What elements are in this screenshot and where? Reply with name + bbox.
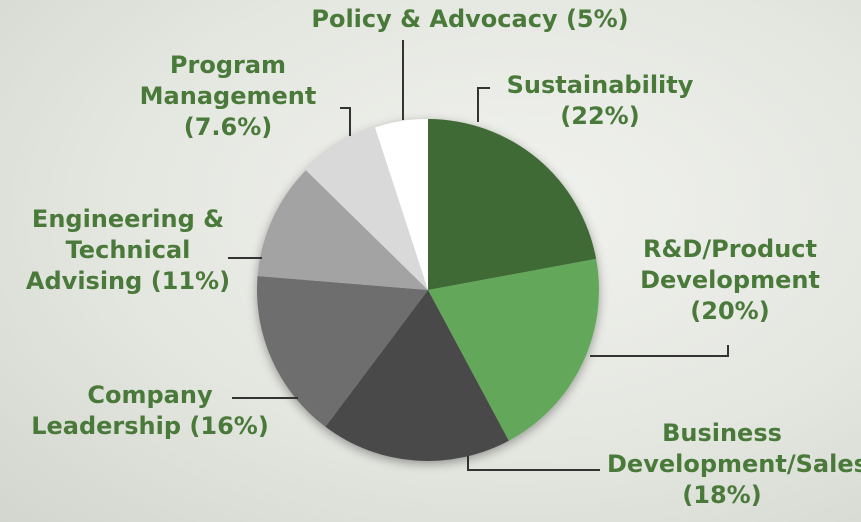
value-label: (5%) [565,5,629,33]
pie-slice [305,127,428,291]
value-label: (18%) [682,481,762,509]
slice-label: Engineering & Technical Advising (11%) [8,204,248,297]
pie-slice [325,290,509,461]
leader-line [477,87,490,122]
category-name: Business Development/Sales [607,419,861,478]
slice-label: Business Development/Sales (18%) [607,418,861,511]
category-name: Policy & Advocacy [311,5,558,33]
category-name: Program Management [139,51,317,110]
value-label: (7.6%) [183,113,273,141]
category-name: Sustainability [506,71,694,99]
slice-label: R&D/Product Development (20%) [615,234,845,327]
slice-label: Company Leadership (16%) [10,380,290,442]
value-label: (11%) [150,267,231,295]
value-label: (22%) [560,102,640,130]
slice-label: Program Management (7.6%) [118,50,338,143]
leader-lines [228,40,729,471]
pie [256,119,599,461]
value-label: (20%) [690,297,770,325]
leader-line [590,345,729,357]
leader-line [467,456,600,471]
pie-slice [428,258,599,441]
pie-slice [256,275,428,427]
pie-slice [374,119,428,290]
slice-label: Sustainability (22%) [500,70,700,132]
slice-label: Policy & Advocacy (5%) [290,4,650,35]
leader-line [340,107,351,136]
category-name: Engineering & Technical Advising [25,205,225,295]
category-name: R&D/Product Development [640,235,820,294]
category-name: Company Leadership [31,381,213,440]
pie-slice [428,119,597,290]
value-label: (16%) [189,412,269,440]
pie-slice [257,170,428,290]
